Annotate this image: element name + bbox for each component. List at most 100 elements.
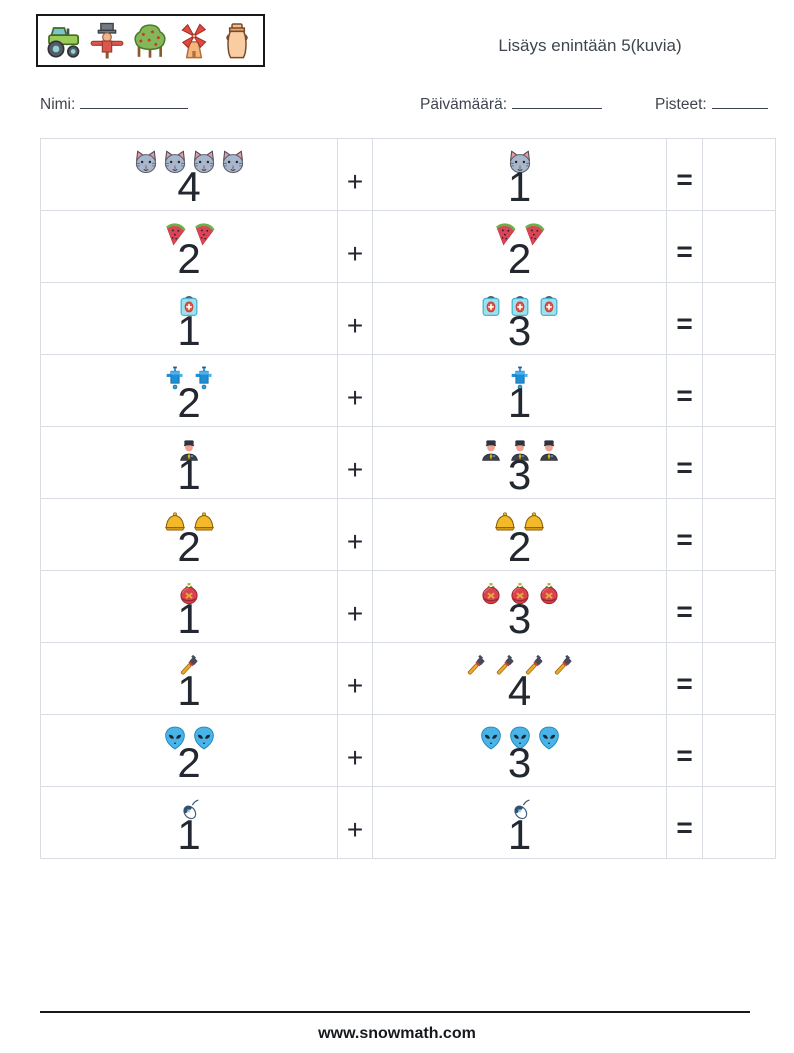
alien-icon	[507, 725, 533, 751]
left-operand-value: 4	[177, 163, 201, 211]
points-field: Pisteet:	[655, 96, 768, 114]
tree-icon	[130, 21, 170, 61]
equals-sign: =	[667, 427, 703, 499]
points-blank-line	[711, 96, 768, 109]
equals-sign: =	[667, 139, 703, 211]
name-blank-line	[80, 96, 189, 109]
answer-cell	[703, 211, 776, 283]
right-operand-icons	[492, 509, 547, 535]
ornament-icon	[478, 581, 504, 607]
computer-mouse-icon	[507, 797, 533, 823]
windmill-icon	[174, 21, 214, 61]
right-operand-cell: 2	[373, 211, 667, 283]
name-label: Nimi:	[40, 96, 76, 113]
cat-icon	[191, 149, 217, 175]
first-aid-kit-icon	[478, 293, 504, 319]
plus-sign: +	[338, 715, 373, 787]
right-operand-cell: 4	[373, 643, 667, 715]
left-operand-value: 1	[177, 307, 201, 355]
left-operand-icons	[162, 725, 217, 751]
left-operand-cell: 2	[41, 355, 338, 427]
left-operand-cell: 1	[41, 787, 338, 859]
left-operand-cell: 2	[41, 499, 338, 571]
left-operand-value: 1	[177, 451, 201, 499]
alien-icon	[536, 725, 562, 751]
right-operand-cell: 2	[373, 499, 667, 571]
right-operand-cell: 3	[373, 715, 667, 787]
pipe-wrench-icon	[492, 653, 518, 679]
left-operand-icons	[162, 365, 217, 391]
page-title: Lisäys enintään 5(kuvia)	[498, 36, 682, 55]
right-operand-value: 2	[507, 235, 532, 283]
left-operand-value: 2	[177, 379, 201, 427]
pipe-wrench-icon	[550, 653, 576, 679]
answer-cell	[703, 643, 776, 715]
first-aid-kit-icon	[507, 293, 533, 319]
faucet-icon	[507, 365, 533, 391]
left-operand-icons	[176, 293, 202, 319]
left-operand-value: 2	[177, 523, 201, 571]
left-operand-cell: 1	[41, 427, 338, 499]
bell-icon	[521, 509, 547, 535]
name-field: Nimi:	[40, 96, 189, 114]
plus-sign: +	[338, 139, 373, 211]
header-icon-box	[36, 14, 265, 67]
left-operand-value: 1	[177, 595, 201, 643]
first-aid-kit-icon	[176, 293, 202, 319]
problems-table: 4 +1 = 2 +2 = 1 +3 = 2 +1 = 1 +3 = 2 +2 = 1 +3 = 1 +4 = 2 +3 = 1 +1 =	[40, 138, 776, 859]
points-label: Pisteet:	[655, 96, 707, 113]
plus-sign: +	[338, 211, 373, 283]
left-operand-value: 2	[177, 235, 201, 283]
right-operand-cell: 3	[373, 283, 667, 355]
equals-sign: =	[667, 283, 703, 355]
answer-cell	[703, 139, 776, 211]
answer-cell	[703, 355, 776, 427]
left-operand-value: 1	[177, 811, 201, 859]
right-operand-cell: 1	[373, 355, 667, 427]
left-operand-icons	[176, 653, 202, 679]
left-operand-cell: 4	[41, 139, 338, 211]
left-operand-cell: 1	[41, 283, 338, 355]
watermelon-icon	[162, 221, 188, 247]
ornament-icon	[176, 581, 202, 607]
watermelon-icon	[521, 221, 547, 247]
left-operand-icons	[162, 221, 217, 247]
left-operand-cell: 1	[41, 571, 338, 643]
equals-sign: =	[667, 787, 703, 859]
right-operand-icons	[463, 653, 576, 679]
right-operand-icons	[478, 293, 562, 319]
cat-icon	[507, 149, 533, 175]
left-operand-value: 1	[177, 667, 201, 715]
equals-sign: =	[667, 571, 703, 643]
left-operand-icons	[176, 797, 202, 823]
left-operand-icons	[133, 149, 246, 175]
footer-url: www.snowmath.com	[318, 1025, 476, 1042]
right-operand-cell: 1	[373, 139, 667, 211]
left-operand-cell: 2	[41, 715, 338, 787]
right-operand-cell: 1	[373, 787, 667, 859]
right-operand-icons	[478, 437, 562, 463]
faucet-icon	[162, 365, 188, 391]
answer-cell	[703, 787, 776, 859]
right-operand-value: 3	[507, 307, 532, 355]
date-field: Päivämäärä:	[420, 96, 603, 114]
alien-icon	[478, 725, 504, 751]
left-operand-icons	[176, 437, 202, 463]
scarecrow-icon	[87, 21, 127, 61]
alien-icon	[191, 725, 217, 751]
right-operand-value: 3	[507, 595, 532, 643]
answer-cell	[703, 499, 776, 571]
right-operand-value: 3	[507, 739, 532, 787]
watermelon-icon	[492, 221, 518, 247]
plus-sign: +	[338, 787, 373, 859]
right-operand-icons	[507, 149, 533, 175]
plus-sign: +	[338, 571, 373, 643]
faucet-icon	[191, 365, 217, 391]
answer-cell	[703, 715, 776, 787]
answer-cell	[703, 427, 776, 499]
computer-mouse-icon	[176, 797, 202, 823]
date-blank-line	[512, 96, 603, 109]
left-operand-value: 2	[177, 739, 201, 787]
cat-icon	[133, 149, 159, 175]
